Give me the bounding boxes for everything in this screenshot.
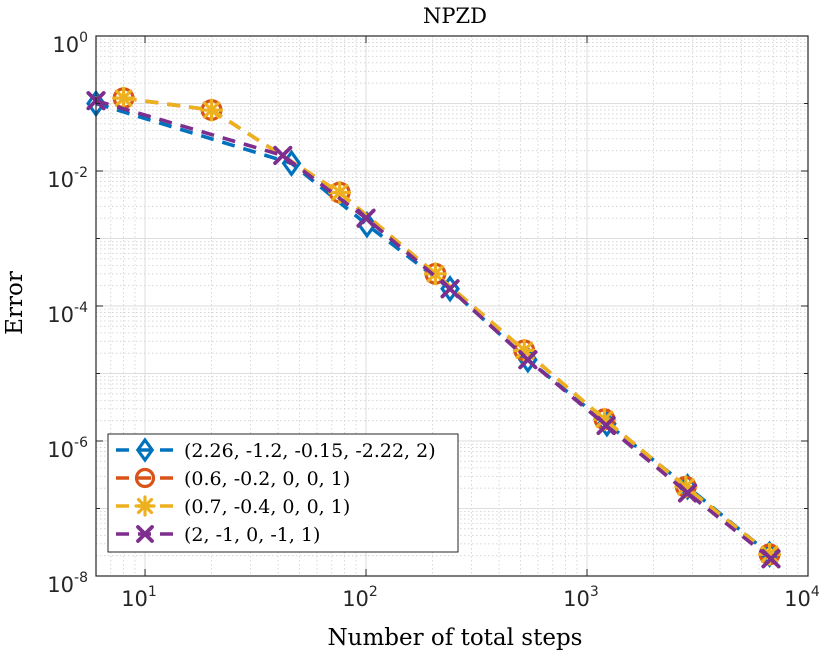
asterisk-stroke bbox=[114, 89, 133, 107]
asterisk-stroke bbox=[677, 478, 695, 496]
x-stroke bbox=[356, 208, 376, 228]
legend-marker-circle bbox=[134, 467, 156, 489]
legend-item: (0.6, -0.2, 0, 0, 1) bbox=[116, 467, 350, 490]
y-tick-label: 10-8 bbox=[47, 570, 88, 597]
legend-marker-diamond bbox=[135, 437, 155, 463]
legend-marker-asterisk bbox=[134, 495, 156, 517]
series-layer bbox=[86, 86, 782, 569]
asterisk-stroke bbox=[202, 101, 221, 119]
legend: (2.26, -1.2, -0.15, -2.22, 2) (0.6, -0.2,… bbox=[107, 433, 459, 553]
asterisk-stroke bbox=[136, 497, 154, 515]
x-stroke bbox=[136, 525, 154, 543]
asterisk-stroke bbox=[760, 545, 779, 563]
legend-item: (2.26, -1.2, -0.15, -2.22, 2) bbox=[116, 437, 436, 463]
x-stroke bbox=[273, 145, 293, 166]
data-point-x bbox=[440, 279, 460, 299]
data-point-x bbox=[356, 208, 376, 228]
y-tick-label: 100 bbox=[52, 30, 88, 57]
x-tick-label: 101 bbox=[121, 584, 157, 611]
data-point-x bbox=[273, 145, 293, 166]
legend-marker-x bbox=[136, 525, 154, 543]
x-stroke bbox=[596, 415, 616, 436]
asterisk-stroke bbox=[426, 265, 445, 283]
x-tick-label: 104 bbox=[784, 584, 820, 611]
series-line bbox=[95, 98, 773, 561]
y-tick-label: 10-6 bbox=[47, 435, 88, 462]
asterisk-stroke bbox=[595, 410, 614, 428]
x-tick-label: 102 bbox=[342, 584, 378, 611]
x-stroke bbox=[677, 483, 698, 503]
y-tick-label: 10-2 bbox=[47, 165, 88, 192]
series-line bbox=[123, 96, 771, 556]
legend-label: (2, -1, 0, -1, 1) bbox=[184, 524, 320, 546]
chart-title: NPZD bbox=[423, 4, 487, 28]
y-tick-label: 10-4 bbox=[47, 300, 88, 327]
x-tick-label: 103 bbox=[563, 584, 599, 611]
legend-item: (2, -1, 0, -1, 1) bbox=[116, 524, 320, 546]
series-3 bbox=[112, 86, 782, 566]
legend-label: (2.26, -1.2, -0.15, -2.22, 2) bbox=[184, 440, 436, 462]
y-axis-label: Error bbox=[2, 271, 28, 335]
asterisk-stroke bbox=[330, 183, 349, 202]
legend-label: (0.7, -0.4, 0, 0, 1) bbox=[184, 496, 350, 518]
legend-item: (0.7, -0.4, 0, 0, 1) bbox=[116, 495, 350, 518]
data-point-x bbox=[677, 483, 698, 503]
legend-label: (0.6, -0.2, 0, 0, 1) bbox=[184, 468, 350, 490]
x-stroke bbox=[761, 549, 781, 569]
data-point-x bbox=[518, 350, 538, 370]
data-point-x bbox=[596, 415, 616, 436]
data-point-x bbox=[761, 549, 781, 569]
x-stroke bbox=[518, 350, 538, 370]
data-point-asterisk bbox=[328, 181, 352, 205]
data-point-asterisk bbox=[112, 86, 136, 110]
asterisk-stroke bbox=[515, 341, 533, 360]
data-point-asterisk bbox=[200, 98, 224, 122]
tick-layer: 101 102 103 104 10-8 10-6 10-4 10-2 100 bbox=[47, 30, 820, 611]
data-point-asterisk bbox=[423, 262, 447, 286]
x-axis-label: Number of total steps bbox=[328, 625, 583, 651]
x-stroke bbox=[440, 279, 460, 299]
